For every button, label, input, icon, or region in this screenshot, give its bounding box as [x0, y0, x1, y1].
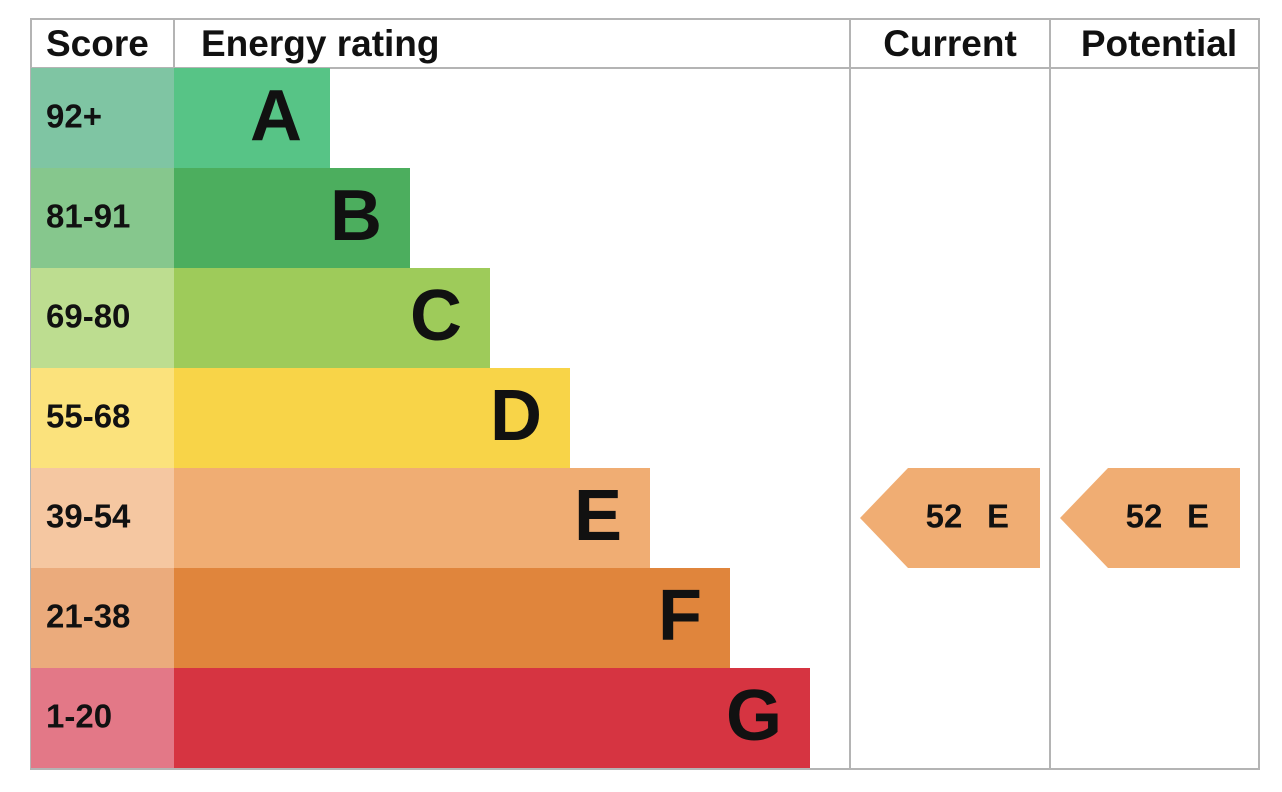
potential-arrow [1060, 468, 1240, 568]
score-cell [31, 68, 174, 168]
potential-band: E [1187, 498, 1209, 535]
header-score: Score [46, 23, 149, 64]
header-rating: Energy rating [201, 23, 440, 64]
score-cell [31, 168, 174, 268]
rating-bar [174, 268, 490, 368]
header-potential: Potential [1081, 23, 1237, 64]
current-score: 52 [926, 498, 963, 535]
rating-letter: D [490, 376, 542, 456]
score-range: 21-38 [46, 598, 130, 635]
rating-bar [174, 168, 410, 268]
score-cell [31, 468, 174, 568]
rating-letter: G [726, 676, 782, 756]
rating-letter: B [330, 176, 382, 256]
current-band: E [987, 498, 1009, 535]
score-cell [31, 568, 174, 668]
score-range: 39-54 [46, 498, 131, 535]
score-cell [31, 268, 174, 368]
current-arrow [860, 468, 1040, 568]
rating-bar [174, 68, 330, 168]
rating-bar [174, 668, 810, 768]
score-range: 69-80 [46, 298, 130, 335]
header-current: Current [883, 23, 1017, 64]
score-range: 55-68 [46, 398, 130, 435]
score-cell [31, 668, 174, 768]
score-range: 92+ [46, 98, 102, 135]
rating-bar [174, 568, 730, 668]
rating-bar [174, 368, 570, 468]
score-range: 1-20 [46, 698, 112, 735]
rating-letter: A [250, 76, 302, 156]
rating-letter: C [410, 276, 462, 356]
rating-letter: E [574, 476, 622, 556]
score-cell [31, 368, 174, 468]
score-range: 81-91 [46, 198, 130, 235]
rating-bar [174, 468, 650, 568]
rating-letter: F [658, 576, 702, 656]
potential-score: 52 [1126, 498, 1163, 535]
